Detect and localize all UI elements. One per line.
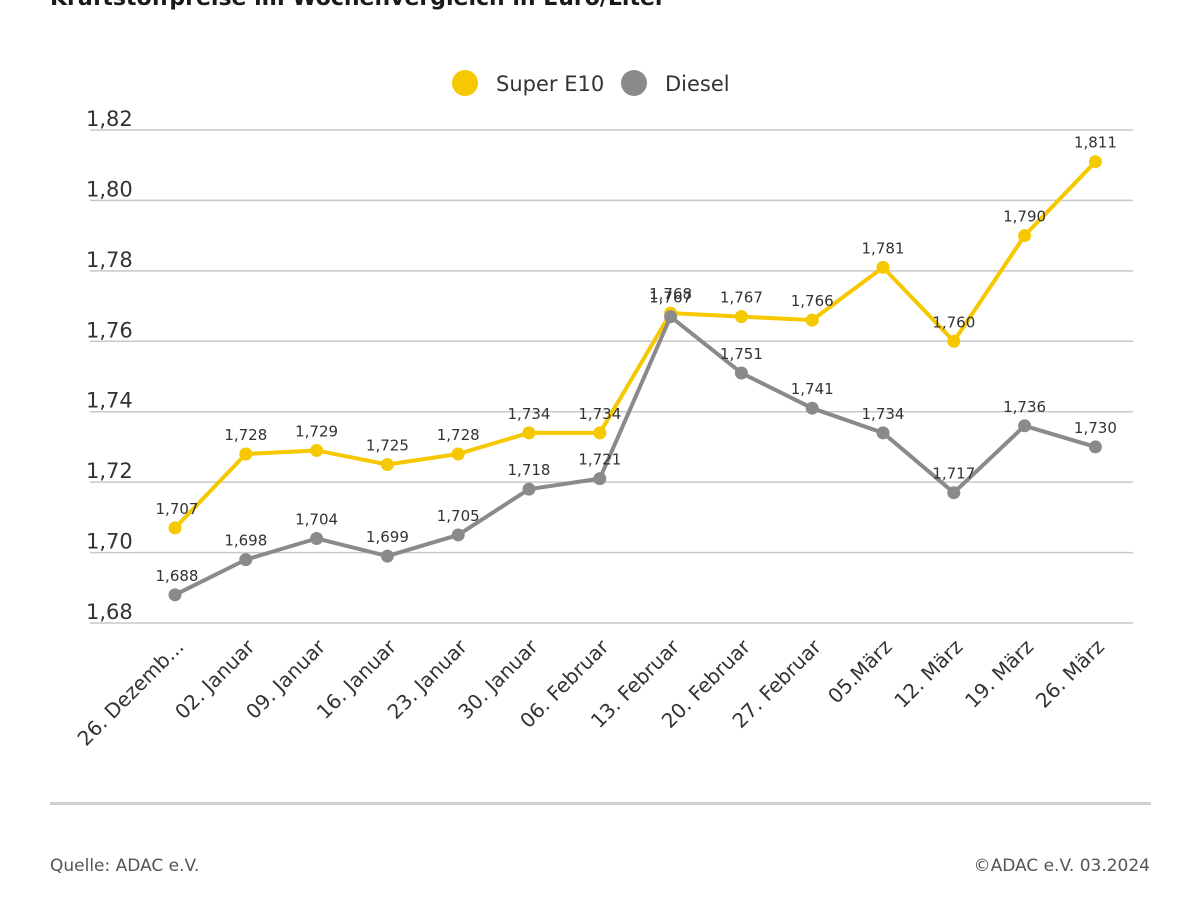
data-label-super-e10: 1,790 xyxy=(1003,208,1046,226)
footer-divider xyxy=(50,802,1151,805)
data-point-super-e10 xyxy=(734,310,748,324)
x-tick-label: 26. Dezemb... xyxy=(73,635,189,751)
data-point-super-e10 xyxy=(593,426,607,440)
data-point-super-e10 xyxy=(1018,229,1032,243)
data-label-diesel: 1,721 xyxy=(578,451,621,469)
data-point-diesel xyxy=(1018,419,1032,433)
data-point-diesel xyxy=(593,472,607,486)
y-tick-label: 1,76 xyxy=(86,318,133,342)
data-point-diesel xyxy=(664,310,678,324)
data-label-super-e10: 1,728 xyxy=(437,426,480,444)
data-label-super-e10: 1,734 xyxy=(508,405,551,423)
y-tick-label: 1,74 xyxy=(86,389,133,413)
data-label-diesel: 1,704 xyxy=(295,510,338,528)
data-label-super-e10: 1,729 xyxy=(295,422,338,440)
data-label-super-e10: 1,725 xyxy=(366,437,409,455)
data-label-super-e10: 1,768 xyxy=(649,285,692,303)
series-lines xyxy=(173,159,1098,597)
line-chart: Super E10 Diesel 1,68 1,70 1,72 1,74 1,76 1,7… xyxy=(73,70,1133,750)
data-point-diesel xyxy=(947,486,961,500)
data-point-diesel xyxy=(239,553,253,567)
data-point-super-e10 xyxy=(1088,155,1102,169)
data-label-super-e10: 1,767 xyxy=(720,289,763,307)
y-tick-label: 1,70 xyxy=(86,530,133,554)
data-label-super-e10: 1,811 xyxy=(1074,134,1117,152)
data-label-super-e10: 1,760 xyxy=(932,313,975,331)
data-label-diesel: 1,718 xyxy=(508,461,551,479)
data-point-super-e10 xyxy=(805,313,819,327)
data-point-super-e10 xyxy=(947,334,961,348)
series-points xyxy=(168,155,1102,602)
chart-legend: Super E10 Diesel xyxy=(452,70,730,96)
x-tick-label: 12. März xyxy=(889,635,967,713)
data-label-super-e10: 1,728 xyxy=(224,426,267,444)
y-tick-label: 1,82 xyxy=(86,107,133,131)
x-tick-label: 26. März xyxy=(1031,635,1109,713)
data-point-super-e10 xyxy=(168,521,182,535)
data-label-super-e10: 1,707 xyxy=(156,500,199,518)
series-line-diesel xyxy=(173,314,1098,597)
x-tick-label: 05.März xyxy=(823,635,897,709)
data-point-diesel xyxy=(1088,440,1102,454)
data-point-super-e10 xyxy=(380,458,394,472)
copyright-note: ©ADAC e.V. 03.2024 xyxy=(973,856,1150,876)
data-point-diesel xyxy=(805,401,819,415)
data-label-super-e10: 1,781 xyxy=(862,239,905,257)
data-label-diesel: 1,730 xyxy=(1074,419,1117,437)
y-tick-label: 1,78 xyxy=(86,248,133,272)
source-note: Quelle: ADAC e.V. xyxy=(50,856,200,876)
data-label-diesel: 1,751 xyxy=(720,345,763,363)
data-point-super-e10 xyxy=(451,447,465,461)
chart-title: Kraftstoffpreise im Wochenvergleich in E… xyxy=(50,0,666,11)
legend-label-super-e10: Super E10 xyxy=(496,72,604,96)
legend-marker-super-e10 xyxy=(452,70,478,96)
data-point-super-e10 xyxy=(522,426,536,440)
data-label-diesel: 1,734 xyxy=(862,405,905,423)
data-point-diesel xyxy=(876,426,890,440)
data-point-super-e10 xyxy=(876,260,890,274)
data-point-super-e10 xyxy=(310,443,324,457)
y-tick-label: 1,68 xyxy=(86,600,133,624)
data-point-diesel xyxy=(380,549,394,563)
data-label-diesel: 1,688 xyxy=(156,567,199,585)
series-line-super-e10 xyxy=(173,159,1098,530)
data-label-diesel: 1,736 xyxy=(1003,398,1046,416)
data-point-diesel xyxy=(522,482,536,496)
legend-label-diesel: Diesel xyxy=(665,72,730,96)
data-label-super-e10: 1,766 xyxy=(791,292,834,310)
data-point-diesel xyxy=(168,588,182,602)
data-label-diesel: 1,717 xyxy=(932,465,975,483)
data-label-diesel: 1,767 xyxy=(649,289,692,307)
data-point-super-e10 xyxy=(239,447,253,461)
data-label-diesel: 1,698 xyxy=(224,532,267,550)
data-point-diesel xyxy=(734,366,748,380)
y-axis: 1,68 1,70 1,72 1,74 1,76 1,78 1,80 1,82 xyxy=(86,107,133,624)
data-point-diesel xyxy=(451,528,465,542)
data-label-diesel: 1,741 xyxy=(791,380,834,398)
x-tick-label: 19. März xyxy=(960,635,1038,713)
data-label-diesel: 1,699 xyxy=(366,528,409,546)
y-tick-label: 1,80 xyxy=(86,177,133,201)
data-label-super-e10: 1,734 xyxy=(578,405,621,423)
legend-marker-diesel xyxy=(621,70,647,96)
data-point-diesel xyxy=(310,531,324,545)
data-labels: 1,707 1,728 1,729 1,725 1,728 1,734 1,734 1,768… xyxy=(156,134,1117,585)
data-label-diesel: 1,705 xyxy=(437,507,480,525)
y-tick-label: 1,72 xyxy=(86,459,133,483)
